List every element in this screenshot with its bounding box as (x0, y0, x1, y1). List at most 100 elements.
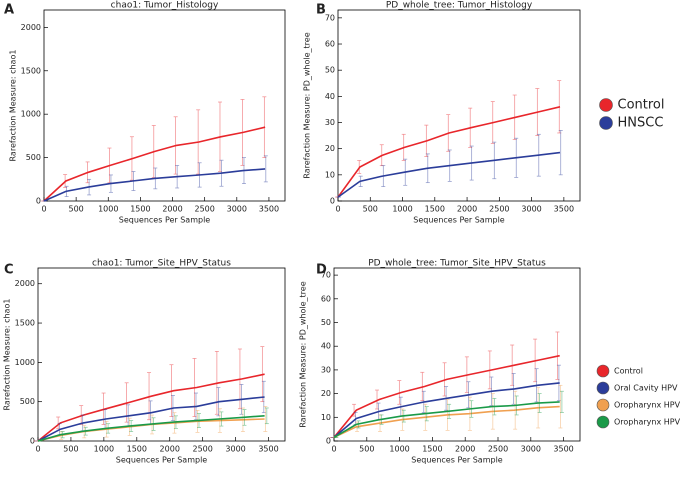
panel-label: B (316, 3, 326, 18)
y-axis-label: Rarefaction Measure: chao1 (3, 299, 12, 411)
series-line (43, 126, 266, 202)
error-bar (263, 406, 268, 432)
x-tick-label: 0 (331, 445, 336, 454)
x-tick-label: 2500 (192, 445, 212, 454)
y-tick-label: 70 (325, 13, 335, 22)
x-axis-label: Sequences Per Sample (411, 456, 503, 465)
series-line (333, 354, 560, 438)
series-line (37, 418, 265, 442)
x-axis-label: Sequences Per Sample (413, 216, 505, 225)
legend-marker (596, 398, 610, 412)
x-tick-label: 500 (63, 445, 78, 454)
x-tick-label: 1000 (392, 205, 412, 214)
chart-title: chao1: Tumor_Site_HPV_Status (92, 259, 231, 269)
series-line (37, 396, 265, 442)
x-tick-label: 0 (335, 205, 340, 214)
y-tick-label: 1500 (15, 319, 35, 328)
x-tick-label: 3000 (227, 205, 247, 214)
x-tick-label: 1000 (94, 445, 114, 454)
x-tick-label: 500 (68, 205, 83, 214)
series-line (337, 151, 561, 198)
legend-label: HNSCC (618, 116, 664, 131)
x-tick-label: 2500 (194, 205, 214, 214)
x-tick-label: 3500 (554, 205, 574, 214)
series-line (333, 382, 560, 439)
x-tick-label: 1500 (422, 445, 442, 454)
y-tick-label: 10 (325, 170, 335, 179)
y-tick-label: 2000 (21, 23, 41, 32)
y-tick-label: 2000 (15, 279, 35, 288)
chart-title: PD_whole_tree: Tumor_Histology (386, 1, 533, 11)
x-axis-label: Sequences Per Sample (116, 456, 208, 465)
series-line (43, 168, 266, 202)
plot-area (43, 9, 286, 202)
x-tick-label: 3500 (258, 445, 278, 454)
y-axis-label: Rarefaction Measure: PD_whole_tree (299, 281, 308, 427)
error-bar (559, 390, 564, 413)
panel-label: A (4, 3, 14, 18)
x-axis-label: Sequences Per Sample (119, 216, 211, 225)
x-tick-label: 3000 (521, 205, 541, 214)
error-bar (263, 155, 268, 183)
y-tick-label: 20 (325, 144, 335, 153)
y-tick-label: 60 (325, 40, 335, 49)
y-tick-label: 20 (321, 389, 331, 398)
x-tick-label: 3500 (553, 445, 573, 454)
plot-area (37, 267, 286, 442)
x-tick-label: 3000 (521, 445, 541, 454)
x-tick-label: 2000 (455, 445, 475, 454)
x-tick-label: 3500 (259, 205, 279, 214)
x-tick-label: 1000 (98, 205, 118, 214)
error-bar (264, 407, 269, 425)
x-tick-label: 500 (359, 445, 374, 454)
legend-label: Oropharynx HPV (-) (614, 401, 680, 410)
y-tick-label: 10 (321, 413, 331, 422)
series-line (333, 401, 560, 439)
series-line (37, 415, 265, 442)
y-tick-label: 50 (321, 318, 331, 327)
series-line (337, 106, 561, 198)
y-axis-label: Rarefaction Measure: PD_whole_tree (303, 32, 312, 178)
y-tick-label: 40 (321, 342, 331, 351)
legend-marker (596, 364, 610, 378)
chart-title: PD_whole_tree: Tumor_Site_HPV_Status (368, 259, 546, 269)
x-tick-label: 2000 (162, 205, 182, 214)
y-axis-label: Rarefaction Measure: chao1 (9, 50, 18, 162)
error-bar (558, 384, 563, 429)
x-tick-label: 0 (35, 445, 40, 454)
y-tick-label: 60 (321, 294, 331, 303)
error-bar (558, 130, 563, 176)
panel-label: D (316, 263, 327, 278)
y-tick-label: 40 (325, 92, 335, 101)
legend-marker (596, 415, 610, 429)
y-tick-label: 0 (36, 197, 41, 206)
legend-label: Oral Cavity HPV (-) (614, 384, 680, 393)
y-tick-label: 0 (330, 197, 335, 206)
y-tick-label: 30 (325, 118, 335, 127)
x-tick-label: 500 (363, 205, 378, 214)
y-tick-label: 0 (30, 437, 35, 446)
x-tick-label: 2000 (457, 205, 477, 214)
legend-marker (599, 98, 613, 112)
y-tick-label: 1000 (15, 358, 35, 367)
legend-label: Control (614, 367, 643, 376)
x-tick-label: 3000 (225, 445, 245, 454)
x-tick-label: 2500 (488, 445, 508, 454)
series-line (37, 373, 265, 442)
y-tick-label: 500 (20, 397, 35, 406)
y-tick-label: 1500 (21, 66, 41, 75)
y-tick-label: 1000 (21, 110, 41, 119)
x-tick-label: 1000 (389, 445, 409, 454)
chart-title: chao1: Tumor_Histology (111, 1, 219, 11)
legend-label: Control (618, 98, 665, 113)
plot-area (337, 9, 581, 202)
y-tick-label: 30 (321, 365, 331, 374)
plot-area (333, 267, 581, 442)
x-tick-label: 0 (41, 205, 46, 214)
x-tick-label: 1500 (130, 205, 150, 214)
x-tick-label: 2500 (489, 205, 509, 214)
y-tick-label: 50 (325, 66, 335, 75)
legend-label: Oropharynx HPV (+) (614, 418, 680, 427)
y-tick-label: 0 (326, 437, 331, 446)
